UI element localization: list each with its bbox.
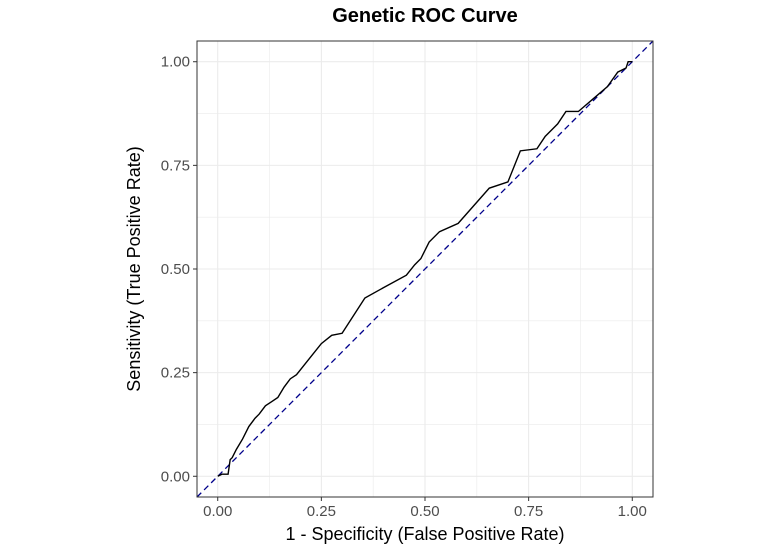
y-tick-label: 0.50 bbox=[161, 261, 190, 278]
y-tick-label: 0.00 bbox=[161, 468, 190, 485]
y-axis-ticks: 0.00 0.25 0.50 0.75 1.00 bbox=[161, 54, 197, 485]
y-tick-label: 0.25 bbox=[161, 365, 190, 382]
y-tick-label: 0.75 bbox=[161, 157, 190, 174]
y-tick-label: 1.00 bbox=[161, 54, 190, 71]
x-axis-ticks: 0.00 0.25 0.50 0.75 1.00 bbox=[203, 497, 647, 520]
reference-diagonal-line bbox=[196, 40, 654, 498]
roc-curve-layer bbox=[217, 61, 633, 477]
y-axis-label: Sensitivity (True Positive Rate) bbox=[124, 146, 144, 391]
x-tick-label: 0.00 bbox=[203, 503, 232, 520]
x-tick-label: 0.25 bbox=[307, 503, 336, 520]
roc-curve-line bbox=[217, 61, 633, 477]
x-axis-label: 1 - Specificity (False Positive Rate) bbox=[285, 524, 564, 544]
x-tick-label: 0.75 bbox=[514, 503, 543, 520]
x-tick-label: 1.00 bbox=[618, 503, 647, 520]
x-tick-label: 0.50 bbox=[410, 503, 439, 520]
chart-title: Genetic ROC Curve bbox=[332, 5, 518, 27]
reference-line-layer bbox=[196, 40, 654, 498]
